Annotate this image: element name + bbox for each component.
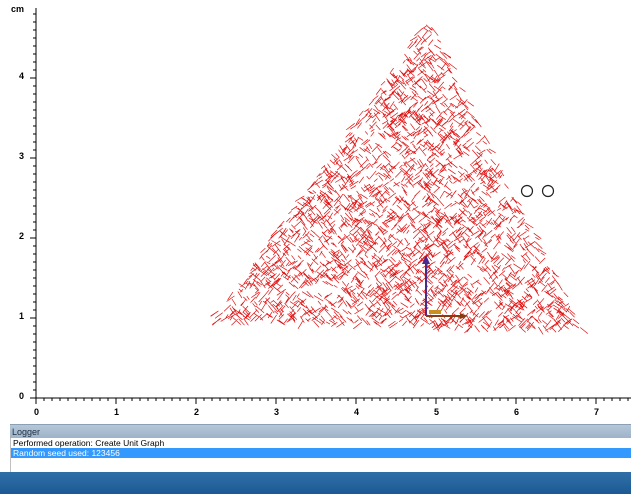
log-line[interactable]: Performed operation: Create Unit Graph	[13, 438, 165, 448]
x-tick-label-7: 7	[594, 407, 599, 417]
x-tick-label-3: 3	[274, 407, 279, 417]
frame-x-arrowhead	[460, 313, 468, 319]
unit-label: cm	[11, 4, 24, 14]
x-tick-label-2: 2	[194, 407, 199, 417]
y-tick-label-3: 3	[19, 151, 24, 161]
unit-graph-mesh	[210, 24, 589, 335]
frame-y-arrowhead	[422, 255, 430, 264]
logger-panel[interactable]: Performed operation: Create Unit Graph R…	[10, 438, 631, 472]
y-tick-label-0: 0	[19, 391, 24, 401]
control-circle-1[interactable]	[520, 184, 534, 198]
x-tick-label-4: 4	[354, 407, 359, 417]
y-tick-label-2: 2	[19, 231, 24, 241]
y-tick-label-1: 1	[19, 311, 24, 321]
x-tick-label-6: 6	[514, 407, 519, 417]
y-axis-ticks	[30, 13, 36, 399]
logger-title: Logger	[12, 427, 41, 437]
log-line-selected[interactable]: Random seed used: 123456	[11, 448, 631, 458]
x-tick-label-1: 1	[114, 407, 119, 417]
status-bar	[0, 472, 631, 494]
x-axis-ticks	[35, 398, 629, 404]
frame-origin-marker	[429, 310, 441, 314]
logger-header[interactable]: Logger	[10, 424, 631, 438]
y-tick-label-4: 4	[19, 71, 24, 81]
control-circle-2[interactable]	[541, 184, 555, 198]
x-tick-label-5: 5	[434, 407, 439, 417]
graph-canvas[interactable]: cm 0 1 2 3 4 0 1 2 3 4 5 6 7	[0, 0, 631, 424]
plot-svg[interactable]: cm 0 1 2 3 4 0 1 2 3 4 5 6 7	[0, 0, 631, 424]
x-tick-label-0: 0	[34, 407, 39, 417]
mesh-strokes	[210, 24, 589, 335]
